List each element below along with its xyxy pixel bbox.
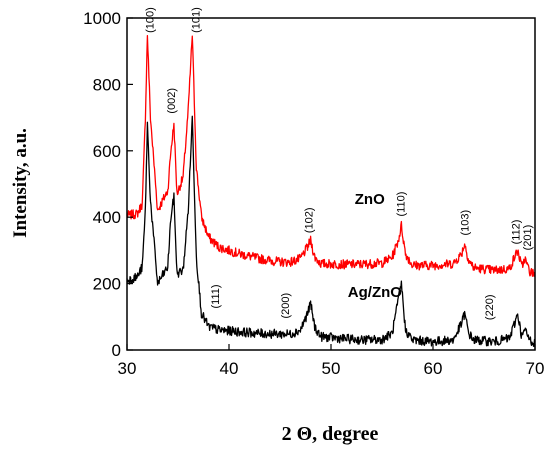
y-tick-label: 1000 — [83, 9, 121, 28]
y-axis-label: Intensity, a.u. — [10, 128, 31, 238]
x-tick-label: 70 — [526, 359, 545, 378]
x-tick-label: 30 — [118, 359, 137, 378]
series-line-0 — [126, 35, 536, 277]
x-axis-label: 2 Θ, degree — [282, 423, 379, 445]
y-tick-label: 0 — [112, 341, 121, 360]
peak-label: (112) — [511, 220, 523, 245]
peak-label: (103) — [460, 210, 472, 236]
peak-label: (220) — [484, 294, 496, 320]
series-label: ZnO — [355, 191, 385, 208]
annotation-layer: (100) (101) (002) (102) (110) (103) (112) (201)… — [145, 7, 534, 320]
peak-label: (002) — [166, 88, 178, 114]
series-layer — [126, 35, 536, 347]
y-tick-label: 800 — [93, 75, 121, 94]
peak-label: (201) — [522, 225, 534, 251]
y-tick-label: 200 — [93, 275, 121, 294]
y-tick-label: 400 — [93, 208, 121, 227]
peak-label: (102) — [304, 207, 316, 233]
x-tick-label: 50 — [322, 359, 341, 378]
x-tick-label: 60 — [424, 359, 443, 378]
x-tick-label: 40 — [220, 359, 239, 378]
peak-label: (101) — [190, 7, 202, 33]
series-line-1 — [126, 115, 536, 347]
peak-label: (111) — [210, 284, 222, 308]
y-tick-label: 600 — [93, 142, 121, 161]
peak-label: (110) — [395, 192, 407, 217]
peak-label: (200) — [280, 293, 292, 319]
peak-label: (100) — [145, 7, 157, 33]
axes-layer: 30 40 50 60 70 0 200 400 600 800 1000 — [83, 9, 544, 378]
series-label: Ag/ZnO — [348, 284, 402, 301]
plot-frame — [126, 17, 536, 351]
